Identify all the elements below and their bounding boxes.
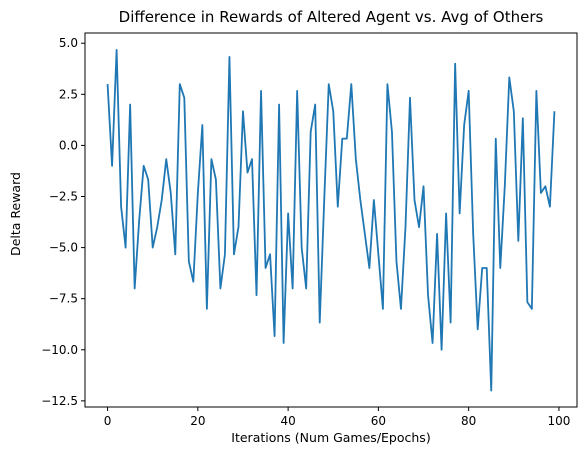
- series-line: [106, 49, 556, 392]
- x-tick-label: 100: [547, 414, 570, 428]
- y-tick-label: −7.5: [49, 292, 78, 306]
- y-tick-label: −10.0: [41, 343, 78, 357]
- y-axis-label: Delta Reward: [8, 172, 23, 256]
- y-tick-label: −2.5: [49, 189, 78, 203]
- chart-title: Difference in Rewards of Altered Agent v…: [119, 8, 544, 26]
- x-tick-label: 40: [280, 414, 295, 428]
- y-tick-label: 2.5: [59, 87, 78, 101]
- x-tick-label: 20: [190, 414, 205, 428]
- x-tick-label: 60: [371, 414, 386, 428]
- y-tick-label: 0.0: [59, 138, 78, 152]
- x-tick-label: 0: [104, 414, 112, 428]
- x-axis-label: Iterations (Num Games/Epochs): [231, 430, 430, 445]
- y-tick-label: −12.5: [41, 394, 78, 408]
- y-tick-label: 5.0: [59, 36, 78, 50]
- y-tick-label: −5.0: [49, 241, 78, 255]
- plot-frame: [84, 32, 578, 408]
- axis-ticks: 0 20 40 60 80 100 5.0 2.5 0.0 −2.5 −5.0 −7.5 −10.0 −1…: [41, 36, 570, 428]
- x-tick-label: 80: [461, 414, 476, 428]
